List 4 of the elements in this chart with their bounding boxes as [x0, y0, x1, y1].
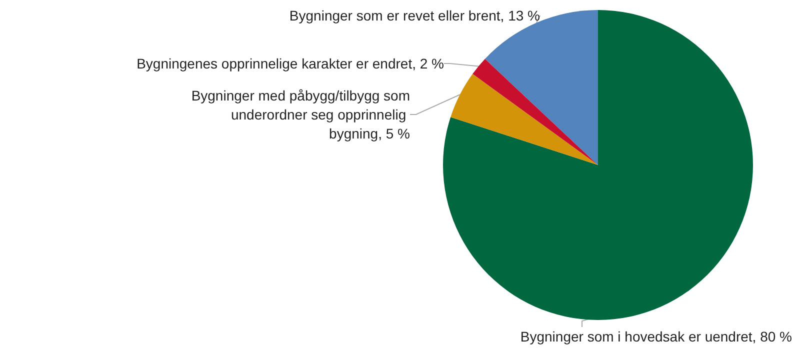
slice-label: Bygninger som i hovedsak er uendret, 80 % [520, 328, 792, 344]
slice-label: Bygninger som er revet eller brent, 13 % [289, 8, 540, 24]
slice-label: Bygninger med påbygg/tilbygg som underordner seg opprinnelig bygning, 5 % [191, 88, 410, 142]
slice-label: Bygningenes opprinnelige karakter er endret, 2 % [136, 56, 444, 72]
